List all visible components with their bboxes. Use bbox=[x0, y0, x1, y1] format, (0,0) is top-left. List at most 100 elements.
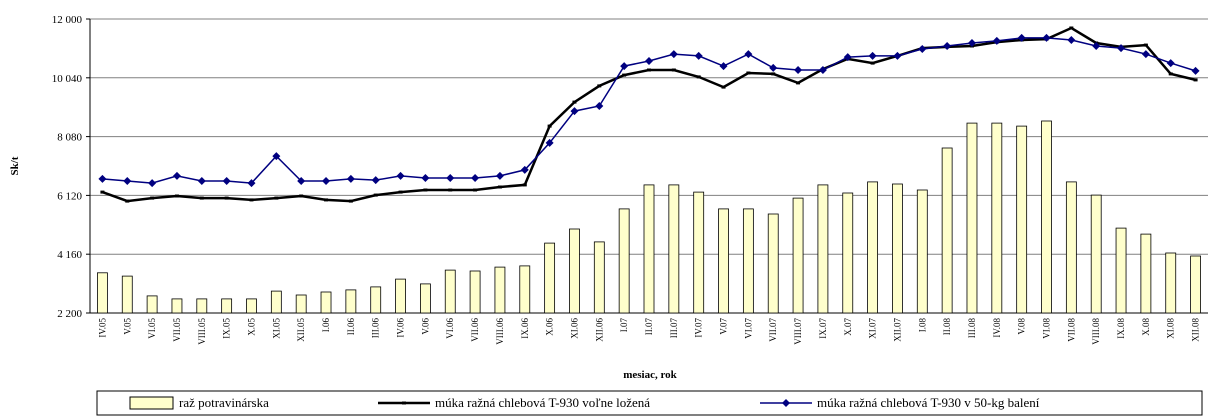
marker bbox=[1117, 44, 1126, 53]
marker bbox=[396, 171, 405, 180]
marker bbox=[346, 174, 355, 183]
bar bbox=[1190, 255, 1201, 314]
marker bbox=[1141, 50, 1150, 59]
x-tick-label: VII.08 bbox=[1066, 318, 1076, 342]
bar bbox=[991, 122, 1003, 314]
x-tick-label: II.07 bbox=[644, 318, 654, 336]
marker bbox=[967, 39, 976, 47]
bar bbox=[1090, 194, 1102, 314]
marker bbox=[1067, 36, 1076, 44]
marker bbox=[473, 188, 478, 192]
marker bbox=[224, 196, 229, 200]
marker bbox=[174, 194, 179, 198]
x-tick-label: V.05 bbox=[122, 318, 132, 335]
marker bbox=[150, 196, 155, 200]
y-tick-label: 10 040 bbox=[52, 73, 83, 85]
x-tick-label: X.08 bbox=[1141, 318, 1151, 336]
bar bbox=[1041, 120, 1052, 314]
x-tick-label: V.07 bbox=[719, 318, 729, 335]
marker bbox=[818, 66, 827, 74]
x-tick-label: VII.07 bbox=[768, 318, 778, 342]
marker bbox=[744, 50, 753, 59]
x-tick-label: II.06 bbox=[346, 318, 356, 336]
bar bbox=[345, 289, 357, 314]
bar bbox=[817, 184, 829, 314]
marker bbox=[918, 45, 927, 53]
bar bbox=[792, 197, 804, 314]
marker bbox=[992, 36, 1001, 45]
marker bbox=[520, 165, 529, 174]
marker bbox=[1166, 59, 1175, 68]
marker bbox=[371, 176, 380, 185]
bar bbox=[966, 122, 978, 314]
y-tick-label: 6 120 bbox=[57, 190, 82, 202]
marker bbox=[197, 177, 206, 185]
x-tick-label: XII.06 bbox=[594, 318, 604, 342]
marker bbox=[446, 174, 455, 182]
x-tick-label: IX.06 bbox=[520, 318, 530, 339]
bar bbox=[295, 294, 307, 314]
bar bbox=[842, 192, 854, 314]
bar bbox=[1065, 181, 1077, 314]
marker bbox=[694, 51, 703, 60]
marker bbox=[570, 107, 579, 116]
marker bbox=[721, 85, 726, 89]
x-tick-label: IV.07 bbox=[694, 318, 704, 338]
bar bbox=[1140, 233, 1152, 314]
y-tick-label: 12 000 bbox=[52, 14, 83, 26]
bar bbox=[742, 208, 754, 314]
x-tick-label: IV.08 bbox=[992, 318, 1002, 338]
bar bbox=[370, 286, 382, 314]
marker bbox=[794, 66, 803, 74]
marker bbox=[669, 50, 678, 59]
marker bbox=[545, 138, 554, 147]
marker bbox=[125, 199, 130, 203]
line-series bbox=[101, 26, 1196, 203]
x-tick-label: II.08 bbox=[942, 318, 952, 336]
x-tick-label: XII.07 bbox=[892, 318, 902, 342]
bar bbox=[544, 242, 556, 314]
marker bbox=[100, 190, 105, 194]
marker bbox=[421, 174, 430, 182]
bar bbox=[146, 295, 158, 314]
x-tick-label: VII.06 bbox=[470, 318, 480, 342]
marker bbox=[893, 51, 902, 60]
marker bbox=[647, 68, 651, 72]
bar bbox=[718, 208, 729, 314]
bar bbox=[892, 183, 903, 314]
bar bbox=[668, 184, 680, 314]
bar bbox=[171, 298, 183, 314]
bar bbox=[1016, 125, 1028, 314]
x-tick-label: III.08 bbox=[967, 318, 977, 339]
marker bbox=[249, 198, 254, 202]
bar bbox=[618, 208, 630, 314]
legend-label: múka ražná chlebová T-930 v 50-kg balení bbox=[817, 395, 1040, 410]
marker bbox=[595, 102, 604, 110]
marker bbox=[322, 177, 331, 185]
marker bbox=[1017, 33, 1026, 42]
marker bbox=[1191, 66, 1200, 75]
marker bbox=[172, 171, 181, 180]
marker bbox=[696, 75, 701, 79]
marker bbox=[448, 188, 453, 192]
x-tick-label: XI.07 bbox=[868, 318, 878, 339]
marker bbox=[274, 196, 279, 200]
bar bbox=[916, 189, 928, 314]
marker bbox=[299, 194, 304, 198]
marker bbox=[719, 62, 728, 71]
marker bbox=[398, 190, 403, 194]
x-tick-label: IX.07 bbox=[818, 318, 828, 339]
marker bbox=[297, 177, 306, 185]
bar bbox=[270, 290, 282, 314]
bar bbox=[867, 181, 878, 314]
marker bbox=[247, 179, 256, 188]
bar bbox=[1115, 227, 1127, 314]
y-tick-label: 8 080 bbox=[57, 132, 82, 144]
marker bbox=[1092, 42, 1101, 50]
bar bbox=[121, 275, 133, 314]
marker bbox=[471, 174, 480, 182]
bar bbox=[767, 213, 779, 314]
legend-label: raž potravinárska bbox=[179, 395, 269, 410]
marker bbox=[199, 196, 204, 200]
